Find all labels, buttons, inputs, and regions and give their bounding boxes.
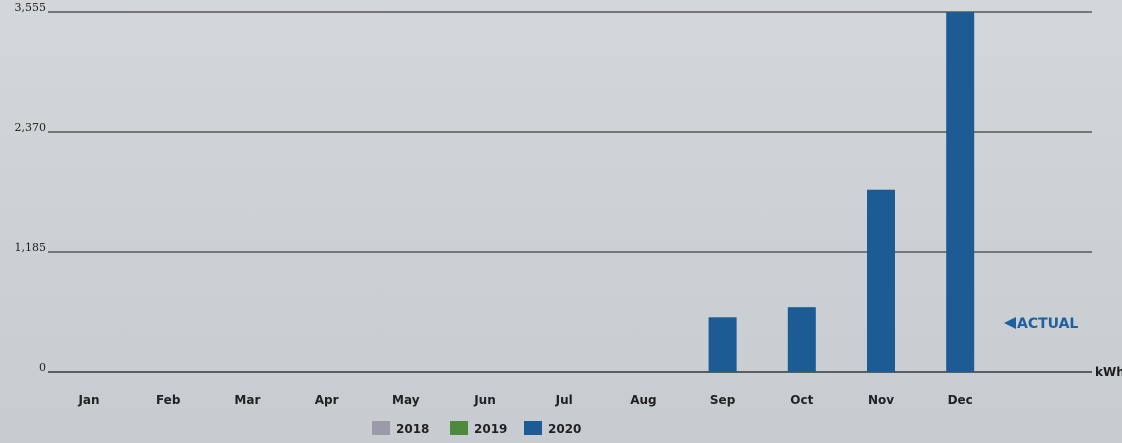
x-tick-label-sep: Sep [710, 393, 736, 407]
x-tick-label-jan: Jan [77, 393, 99, 407]
legend-label-2020: 2020 [548, 422, 581, 436]
x-tick-label-apr: Apr [315, 393, 339, 407]
x-tick-label-mar: Mar [234, 393, 260, 407]
x-tick-label-dec: Dec [948, 393, 973, 407]
legend: 2018 2019 2020 [372, 421, 581, 436]
gridlines [48, 11, 1092, 373]
bar-2020-dec [946, 12, 975, 372]
y-tick-label: 1,185 [15, 241, 47, 254]
y-axis-unit-label: kWh [1095, 365, 1122, 379]
legend-swatch-2018 [372, 421, 390, 435]
x-tick-label-may: May [392, 393, 420, 407]
legend-label-2018: 2018 [396, 422, 429, 436]
legend-label-2019: 2019 [474, 422, 507, 436]
bars [708, 12, 975, 372]
x-tick-label-feb: Feb [156, 393, 181, 407]
x-tick-label-oct: Oct [790, 393, 813, 407]
bar-2020-oct [787, 307, 816, 372]
y-tick-label: 3,555 [15, 1, 47, 14]
x-tick-label-nov: Nov [868, 393, 894, 407]
legend-swatch-2019 [450, 421, 468, 435]
bar-2020-sep [708, 317, 737, 372]
bar-2020-nov [867, 189, 895, 372]
y-tick-label: 0 [39, 361, 46, 374]
annotation-arrow-icon [1004, 317, 1016, 329]
x-tick-label-aug: Aug [630, 393, 656, 407]
legend-swatch-2020 [524, 421, 542, 435]
axis-labels: 0 1,185 2,370 3,555 kWh Jan Feb Mar Apr May Jun Jul… [15, 1, 1122, 407]
x-tick-label-jul: Jul [555, 393, 573, 407]
x-tick-label-jun: Jun [473, 393, 496, 407]
y-tick-label: 2,370 [15, 121, 47, 134]
actual-annotation: ACTUAL [1017, 316, 1078, 332]
